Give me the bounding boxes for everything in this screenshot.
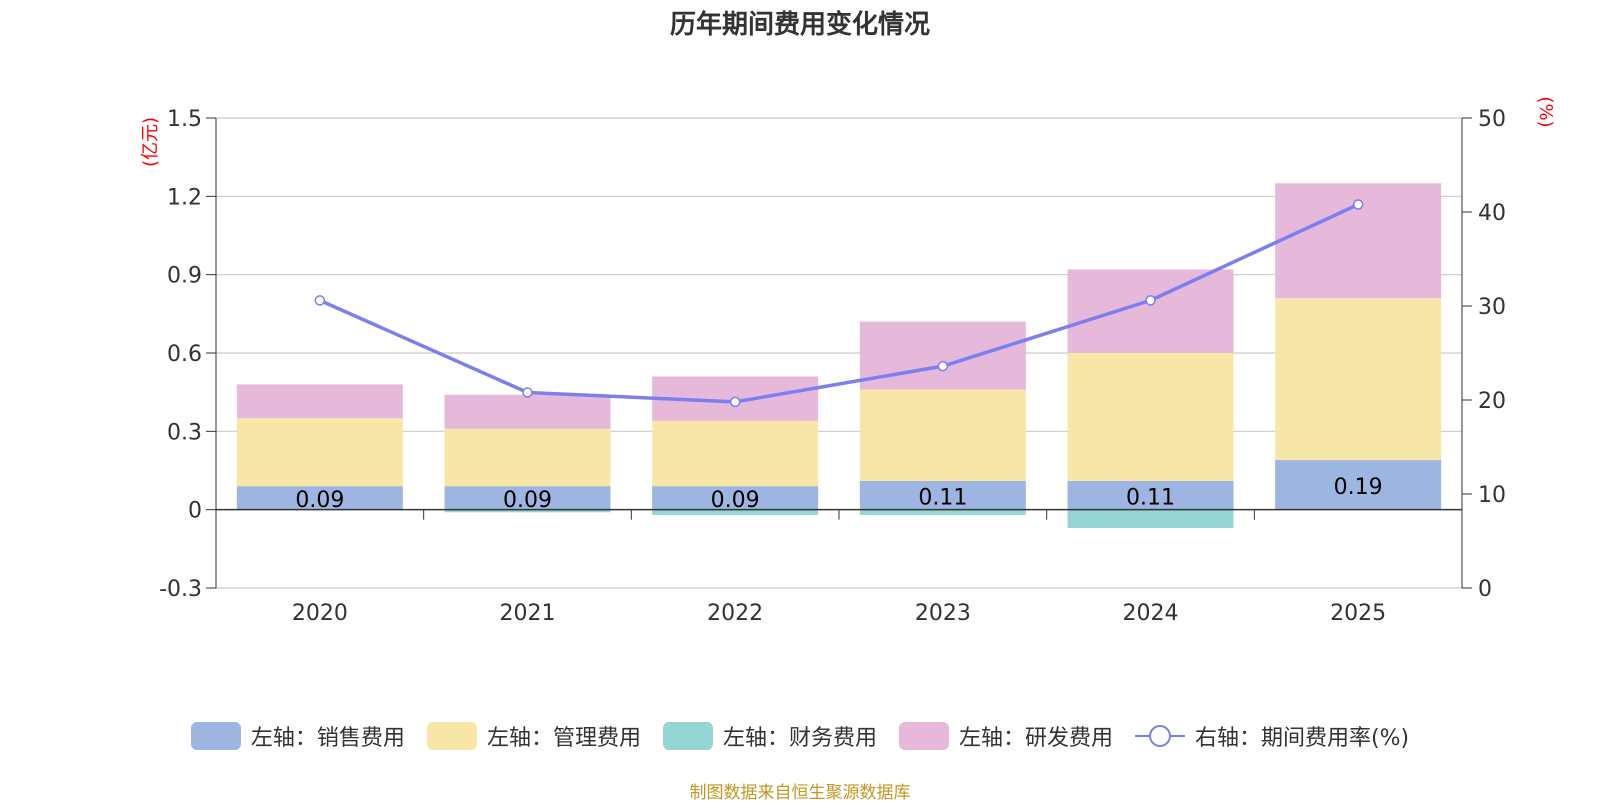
bar-3-2023 <box>859 321 1026 390</box>
left-axis-tick-label: 1.5 <box>167 107 202 132</box>
bar-value-label: 0.09 <box>295 488 344 513</box>
bar-2-2023 <box>859 509 1026 515</box>
bar-3-2021 <box>444 394 611 429</box>
data-labels: 0.09 0.09 0.09 0.11 0.11 0.19 <box>295 475 1382 513</box>
bar-3-2024 <box>1067 269 1234 353</box>
left-axis-tick-label: 0.3 <box>167 420 202 445</box>
line-series <box>314 199 1364 408</box>
bar-0-2025 <box>1275 460 1442 510</box>
bar-1-2024 <box>1067 353 1234 481</box>
right-axis-tick-label: 20 <box>1478 389 1506 414</box>
x-axis-tick-label: 2020 <box>292 601 348 626</box>
legend-item-expense-rate[interactable]: 右轴：期间费用率(%) <box>1134 720 1410 752</box>
bar-0-2020 <box>236 486 403 510</box>
left-axis-unit: (亿元) <box>140 117 161 167</box>
bar-value-label: 0.11 <box>1126 485 1175 510</box>
right-axis-unit: (%) <box>1535 96 1556 127</box>
bar-value-label: 0.11 <box>918 485 967 510</box>
bar-0-2024 <box>1067 480 1234 510</box>
bar-2-2024 <box>1067 509 1234 528</box>
expense-rate-point <box>314 295 326 306</box>
x-axis-tick-label: 2022 <box>707 601 763 626</box>
bar-series <box>236 183 1442 528</box>
left-axis-tick-label: 0.6 <box>167 342 202 367</box>
left-axis-tick-label: -0.3 <box>159 577 202 602</box>
bar-1-2025 <box>1275 298 1442 461</box>
bar-2-2021 <box>444 509 611 513</box>
legend-item-sales[interactable]: 左轴：销售费用 <box>190 720 405 752</box>
expense-rate-point <box>937 360 949 372</box>
bar-3-2020 <box>236 384 403 419</box>
bar-0-2023 <box>859 480 1026 510</box>
legend-label-admin: 左轴：管理费用 <box>486 726 641 751</box>
legend-swatch-admin <box>426 722 477 750</box>
bar-value-label: 0.09 <box>711 488 760 513</box>
legend-label-rd: 左轴：研发费用 <box>958 726 1113 751</box>
gridlines <box>216 117 1462 589</box>
bar-1-2021 <box>444 428 611 487</box>
axes: 1.5 1.2 0.9 0.6 0.3 0 -0.3 50 40 30 20 10 0 (亿元) (%) 20… <box>140 96 1556 626</box>
bar-1-2020 <box>236 418 403 487</box>
legend: 左轴：销售费用 左轴：管理费用 左轴：财务费用 左轴：研发费用 右轴：期间费用率… <box>0 720 1600 752</box>
bar-value-label: 0.19 <box>1334 475 1383 500</box>
legend-item-finance[interactable]: 左轴：财务费用 <box>662 720 877 752</box>
chart-title: 历年期间费用变化情况 <box>669 10 930 40</box>
expense-rate-point <box>1145 295 1156 306</box>
legend-swatch-sales <box>190 722 241 750</box>
legend-swatch-expense-rate <box>1134 725 1185 747</box>
expense-rate-line <box>319 202 1359 404</box>
expense-rate-point <box>522 387 533 398</box>
bar-1-2022 <box>652 420 819 487</box>
bar-0-2021 <box>444 486 611 510</box>
x-axis-tick-label: 2021 <box>500 601 556 626</box>
right-axis-tick-label: 50 <box>1478 107 1506 132</box>
bar-value-label: 0.09 <box>503 488 552 513</box>
right-axis-tick-label: 10 <box>1478 483 1506 508</box>
bar-1-2023 <box>859 389 1026 481</box>
x-axis-tick-label: 2025 <box>1330 601 1386 626</box>
legend-label-expense-rate: 右轴：期间费用率(%) <box>1194 726 1410 751</box>
expense-rate-point <box>1352 199 1364 210</box>
left-axis-tick-label: 1.2 <box>167 185 202 210</box>
right-axis-tick-label: 0 <box>1478 577 1492 602</box>
expense-rate-point <box>729 396 741 408</box>
legend-swatch-finance <box>662 722 713 750</box>
right-axis-tick-label: 40 <box>1478 201 1506 226</box>
legend-label-finance: 左轴：财务费用 <box>722 726 877 751</box>
legend-item-rd[interactable]: 左轴：研发费用 <box>898 720 1113 752</box>
left-axis-tick-label: 0 <box>188 499 202 524</box>
left-axis-tick-label: 0.9 <box>167 264 202 289</box>
x-axis-tick-label: 2024 <box>1123 601 1179 626</box>
x-axis-tick-label: 2023 <box>915 601 971 626</box>
legend-swatch-rd <box>898 722 949 750</box>
legend-item-admin[interactable]: 左轴：管理费用 <box>426 720 641 752</box>
bar-0-2022 <box>652 486 819 510</box>
bar-2-2022 <box>652 509 819 515</box>
source-note: 制图数据来自恒生聚源数据库 <box>689 783 911 803</box>
right-axis-tick-label: 30 <box>1478 295 1506 320</box>
legend-label-sales: 左轴：销售费用 <box>250 726 405 751</box>
